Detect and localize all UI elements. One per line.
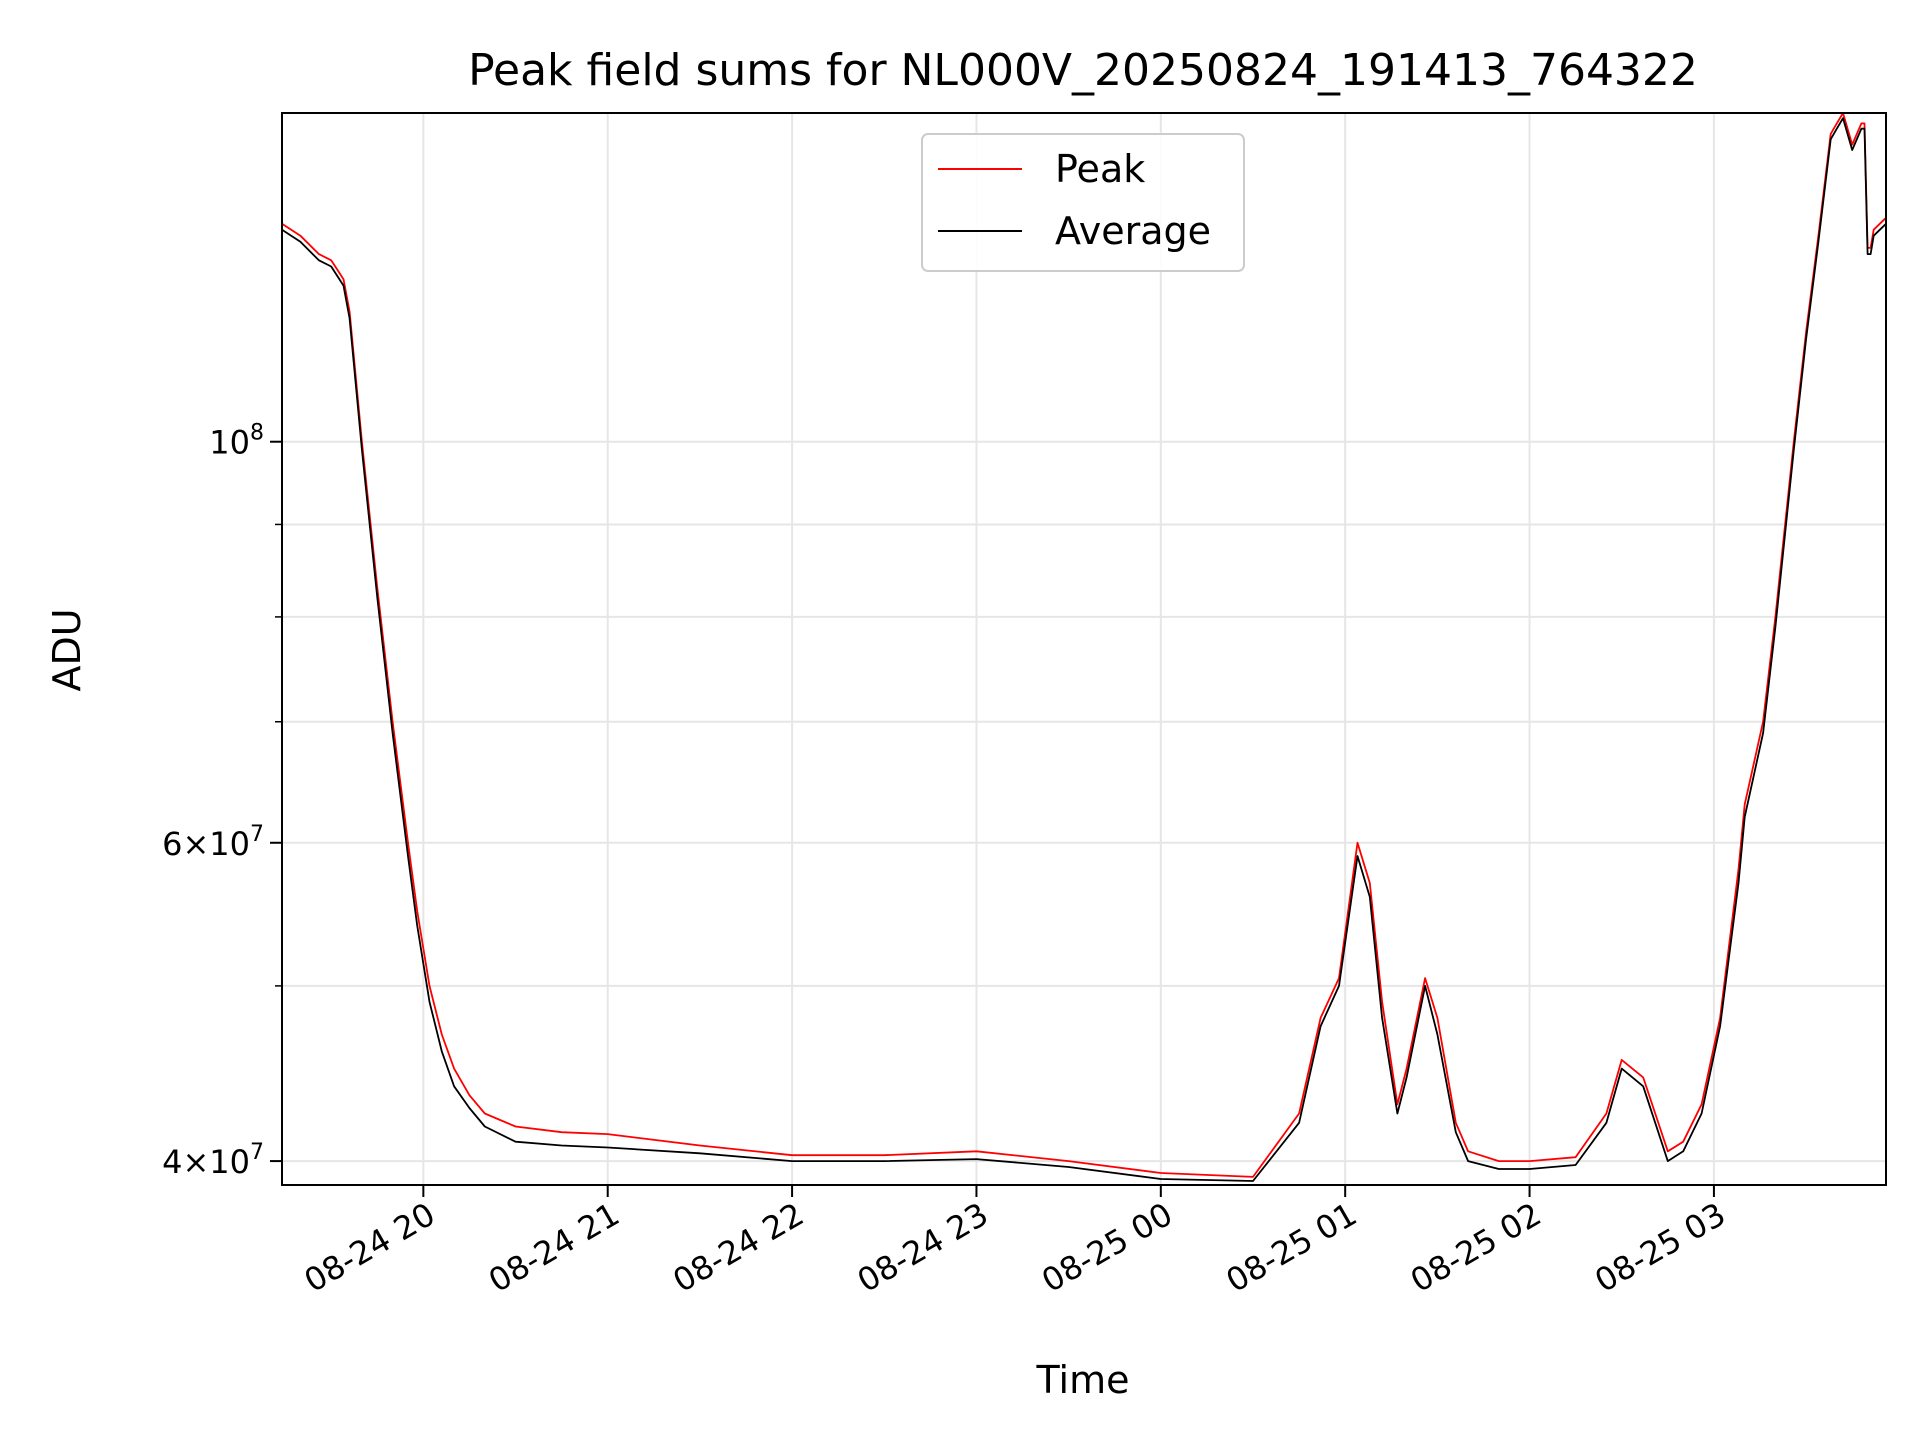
y-axis: 4×107 6×107 108 — [162, 421, 282, 1181]
series-layer — [281, 112, 1887, 1182]
y-axis-label: ADU — [45, 608, 89, 691]
chart-title: Peak field sums for NL000V_20250824_1914… — [468, 45, 1698, 96]
y-tick-label: 6×107 — [162, 822, 264, 863]
grid — [282, 113, 1886, 1185]
legend-label-peak: Peak — [1055, 147, 1145, 191]
y-tick-label: 108 — [209, 421, 264, 462]
series-line-average — [281, 117, 1887, 1182]
legend-label-average: Average — [1055, 209, 1211, 253]
x-axis-label: Time — [1036, 1358, 1130, 1402]
plot-frame — [281, 112, 1887, 1186]
y-tick-label: 4×107 — [162, 1140, 264, 1181]
legend: Peak Average — [921, 133, 1245, 272]
